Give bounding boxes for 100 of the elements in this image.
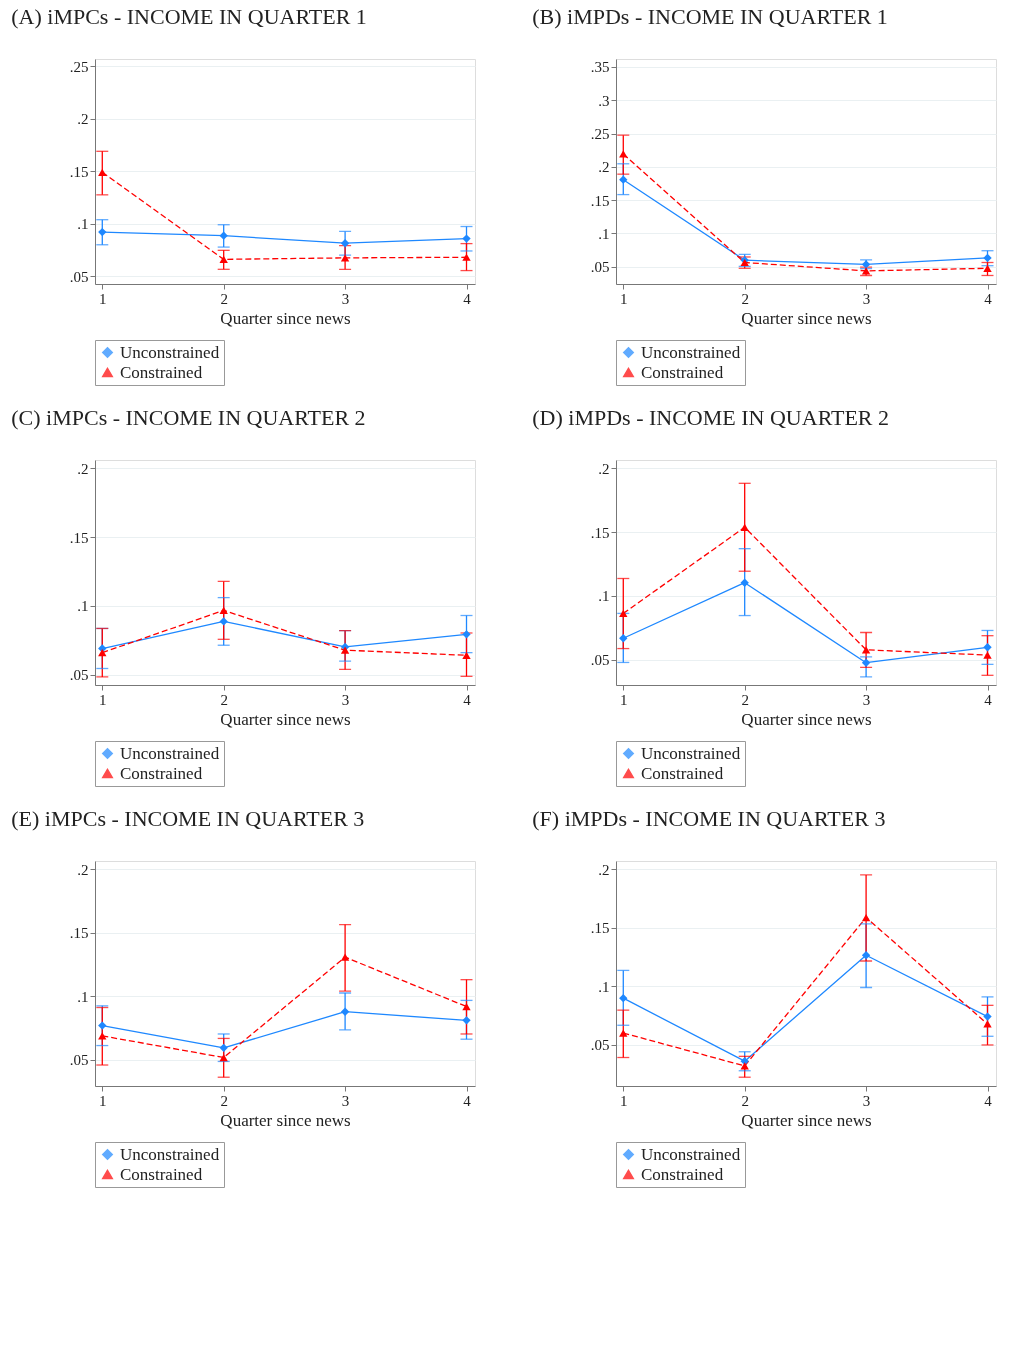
y-tick-label: .15 [590, 524, 610, 541]
x-tick-label: 2 [220, 1092, 228, 1109]
point [983, 643, 992, 652]
y-tick-label: .15 [590, 192, 610, 209]
x-tick-label: 1 [99, 1092, 107, 1109]
point [462, 1016, 471, 1025]
y-tick-label: .05 [69, 1052, 89, 1069]
x-tick-label: 1 [99, 290, 107, 307]
y-tick-label: .2 [598, 861, 610, 878]
point [219, 1043, 228, 1053]
point [340, 646, 350, 654]
x-tick-label: 4 [984, 691, 993, 708]
point [983, 1020, 992, 1028]
point [619, 150, 628, 158]
y-tick-label: .3 [598, 92, 610, 109]
x-tick-label: 3 [341, 1092, 350, 1109]
y-tick-label: .05 [590, 259, 610, 276]
y-tick-label: .2 [77, 111, 89, 128]
legend-label: Constrained [120, 362, 203, 382]
point [462, 234, 471, 243]
legend-label: Unconstrained [641, 1144, 741, 1164]
y-tick-label: .15 [590, 920, 610, 937]
x-axis-title: Quarter since news [741, 1110, 872, 1130]
x-tick-label: 2 [220, 691, 228, 708]
point [98, 1032, 107, 1040]
chart-title: (C) iMPCs - INCOME IN QUARTER 2 [11, 405, 366, 430]
point [619, 175, 628, 184]
legend-label: Constrained [641, 763, 724, 783]
y-tick-label: .35 [590, 59, 610, 76]
x-tick-label: 3 [341, 290, 350, 307]
point [983, 1012, 992, 1021]
legend-label: Unconstrained [641, 743, 741, 763]
legend-label: Unconstrained [120, 743, 220, 763]
point [983, 651, 992, 659]
legend-label: Unconstrained [641, 342, 741, 362]
legend-label: Constrained [120, 763, 203, 783]
point [740, 1062, 749, 1070]
point [219, 231, 228, 240]
y-tick-label: .05 [590, 1037, 610, 1054]
point [98, 168, 107, 176]
point [983, 264, 992, 272]
point [98, 227, 107, 237]
y-tick-label: .2 [598, 460, 610, 477]
chart-title: (F) iMPDs - INCOME IN QUARTER 3 [532, 806, 886, 831]
x-tick-label: 2 [220, 290, 228, 307]
y-tick-label: .1 [77, 988, 89, 1005]
point [861, 913, 871, 922]
point [219, 255, 228, 263]
x-tick-label: 1 [99, 691, 107, 708]
point [462, 651, 471, 659]
y-tick-label: .2 [77, 861, 89, 878]
y-tick-label: .05 [590, 652, 610, 669]
x-tick-label: 4 [984, 290, 993, 307]
x-axis-title: Quarter since news [220, 709, 351, 729]
point [861, 658, 871, 667]
point [340, 1007, 350, 1016]
x-tick-label: 4 [984, 1092, 993, 1109]
point [340, 254, 350, 262]
legend-label: Unconstrained [120, 1144, 220, 1164]
point [219, 606, 228, 615]
x-tick-label: 4 [463, 691, 472, 708]
point [219, 617, 228, 626]
point [861, 951, 871, 960]
y-tick-label: .1 [598, 588, 610, 605]
x-axis-title: Quarter since news [741, 709, 872, 729]
chart-title: (B) iMPDs - INCOME IN QUARTER 1 [532, 4, 888, 29]
x-tick-label: 4 [463, 1092, 472, 1109]
x-tick-label: 2 [741, 290, 749, 307]
x-axis-title: Quarter since news [741, 308, 872, 328]
x-tick-label: 3 [862, 691, 871, 708]
y-tick-label: .05 [69, 268, 89, 285]
y-tick-label: .15 [69, 925, 89, 942]
point [740, 578, 749, 587]
y-tick-label: .1 [77, 598, 89, 615]
point [619, 1029, 628, 1037]
x-axis-title: Quarter since news [220, 308, 351, 328]
y-tick-label: .15 [69, 529, 89, 546]
y-tick-label: .05 [69, 667, 89, 684]
x-tick-label: 3 [862, 1092, 871, 1109]
x-tick-label: 3 [862, 290, 871, 307]
point [219, 1053, 228, 1062]
legend-label: Constrained [641, 1164, 724, 1184]
point [462, 253, 471, 261]
point [619, 994, 628, 1003]
chart-title: (D) iMPDs - INCOME IN QUARTER 2 [532, 405, 890, 430]
y-tick-label: .1 [598, 978, 610, 995]
point [98, 1021, 107, 1030]
y-tick-label: .1 [598, 225, 610, 242]
x-tick-label: 1 [620, 691, 628, 708]
chart-title: (A) iMPCs - INCOME IN QUARTER 1 [11, 4, 367, 29]
y-tick-label: .1 [77, 216, 89, 233]
x-tick-label: 4 [463, 290, 472, 307]
y-tick-label: .2 [77, 460, 89, 477]
point [340, 239, 350, 248]
legend-label: Constrained [641, 362, 724, 382]
point [740, 1056, 749, 1066]
x-tick-label: 1 [620, 1092, 628, 1109]
x-tick-label: 3 [341, 691, 350, 708]
point [861, 646, 871, 654]
legend-label: Constrained [120, 1164, 203, 1184]
